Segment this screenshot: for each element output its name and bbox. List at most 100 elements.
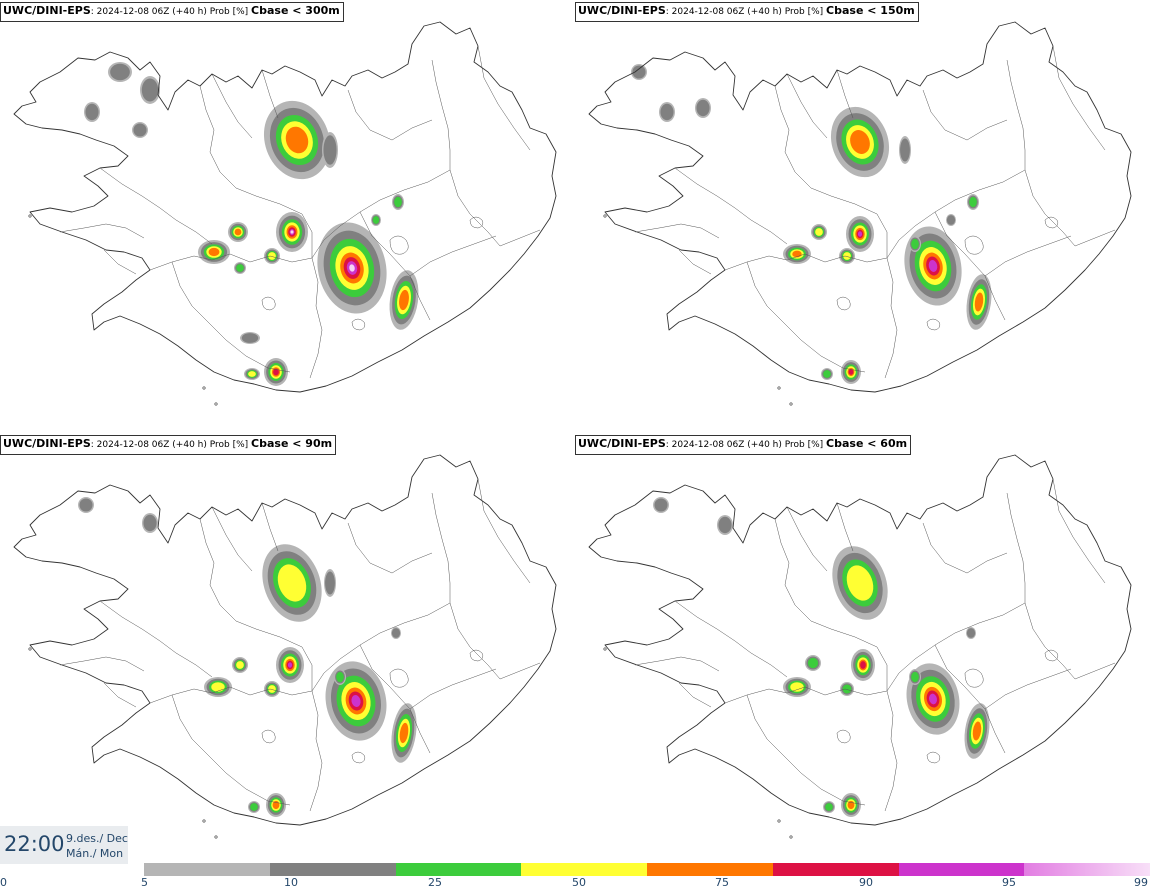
island <box>777 386 781 390</box>
probability-contour <box>946 215 956 225</box>
island <box>202 819 206 823</box>
colorbar-segment <box>395 863 522 876</box>
border-line <box>99 167 213 245</box>
border-line <box>309 257 323 379</box>
lake-outline <box>1044 649 1059 662</box>
border-line <box>1006 59 1076 247</box>
border-line <box>171 261 291 373</box>
lakes <box>261 649 484 764</box>
border-line <box>309 690 323 812</box>
island <box>202 386 206 390</box>
lake-outline <box>926 751 941 764</box>
probability-contour <box>929 693 937 705</box>
probability-contour <box>696 99 710 117</box>
border-line <box>886 602 1026 692</box>
border-line <box>477 478 531 584</box>
probability-contour <box>211 682 225 692</box>
probability-contour <box>325 571 335 595</box>
border-line <box>99 600 213 678</box>
border-line <box>255 628 313 691</box>
map-panel-4: UWC/DINI-EPS: 2024-12-08 06Z (+40 h) Pro… <box>575 433 1150 865</box>
border-line <box>634 223 720 239</box>
probability-contour <box>718 516 732 534</box>
map-panel-1: UWC/DINI-EPS: 2024-12-08 06Z (+40 h) Pro… <box>0 0 575 432</box>
border-line <box>884 690 898 812</box>
probability-contour <box>823 370 831 378</box>
border-line <box>311 169 451 259</box>
probability-contour <box>857 231 863 237</box>
region-borders <box>634 45 1116 379</box>
border-line <box>774 85 832 197</box>
border-line <box>1074 662 1116 680</box>
probability-field <box>84 62 419 386</box>
probability-contour <box>654 498 668 512</box>
border-line <box>674 167 788 245</box>
valid-day: Mán./ Mon <box>66 847 124 860</box>
probability-contour <box>660 103 674 121</box>
probability-contour <box>336 671 344 683</box>
lake-outline <box>964 668 984 688</box>
island <box>789 835 793 839</box>
probability-contour <box>792 250 802 258</box>
border-line <box>678 682 712 708</box>
variable-name: Cbase < 300m <box>251 4 340 17</box>
colorbar-tick-label: 95 <box>1002 876 1016 889</box>
probability-contour <box>807 657 819 669</box>
colorbar-tick-label: 0 <box>0 876 7 889</box>
probability-contour <box>911 238 919 250</box>
border-line <box>746 261 866 373</box>
border-line <box>199 518 257 630</box>
island <box>777 819 781 823</box>
model-name: UWC/DINI-EPS <box>578 437 666 450</box>
island <box>603 214 607 218</box>
probability-contour <box>208 247 220 257</box>
probability-contour <box>236 661 244 669</box>
island <box>214 402 218 406</box>
lake-outline <box>261 729 276 744</box>
border-line <box>199 85 257 197</box>
probability-contour <box>911 671 919 683</box>
colorbar-segment <box>1024 863 1150 876</box>
panel-title: UWC/DINI-EPS: 2024-12-08 06Z (+40 h) Pro… <box>0 2 344 22</box>
colorbar-tick-label: 25 <box>428 876 442 889</box>
variable-name: Cbase < 60m <box>826 437 908 450</box>
probability-contour <box>969 196 977 208</box>
probability-contour <box>974 292 984 312</box>
island <box>789 402 793 406</box>
probability-colorbar <box>144 863 1150 876</box>
valid-date: 9.des./ Dec <box>66 832 128 845</box>
border-line <box>255 195 313 258</box>
colorbar-segment <box>898 863 1025 876</box>
probability-contour <box>372 216 380 224</box>
lake-outline <box>926 318 941 331</box>
variable-name: Cbase < 90m <box>251 437 333 450</box>
region-borders <box>634 478 1116 812</box>
border-line <box>211 506 253 572</box>
border-line <box>934 211 1006 321</box>
border-line <box>934 644 1006 754</box>
map-panel-2: UWC/DINI-EPS: 2024-12-08 06Z (+40 h) Pro… <box>575 0 1150 432</box>
border-line <box>1074 229 1116 247</box>
lakes <box>836 216 1059 331</box>
valid-time: 22:00 <box>4 832 65 856</box>
probability-contour <box>133 123 147 137</box>
border-line <box>746 694 866 806</box>
border-line <box>347 522 433 574</box>
border-line <box>786 506 828 572</box>
probability-contour <box>285 126 309 154</box>
panel-title: UWC/DINI-EPS: 2024-12-08 06Z (+40 h) Pro… <box>575 2 919 22</box>
probability-contour <box>141 78 159 102</box>
border-line <box>409 235 497 277</box>
probability-contour <box>290 230 294 234</box>
lakes <box>261 216 484 331</box>
border-line <box>984 235 1072 277</box>
lake-outline <box>836 296 851 311</box>
iceland-map <box>588 21 1132 406</box>
lake-outline <box>389 235 409 255</box>
lake-outline <box>964 235 984 255</box>
border-line <box>922 522 1008 574</box>
lake-outline <box>351 751 366 764</box>
island <box>28 647 32 651</box>
iceland-map <box>588 454 1132 839</box>
probability-contour <box>250 803 258 811</box>
